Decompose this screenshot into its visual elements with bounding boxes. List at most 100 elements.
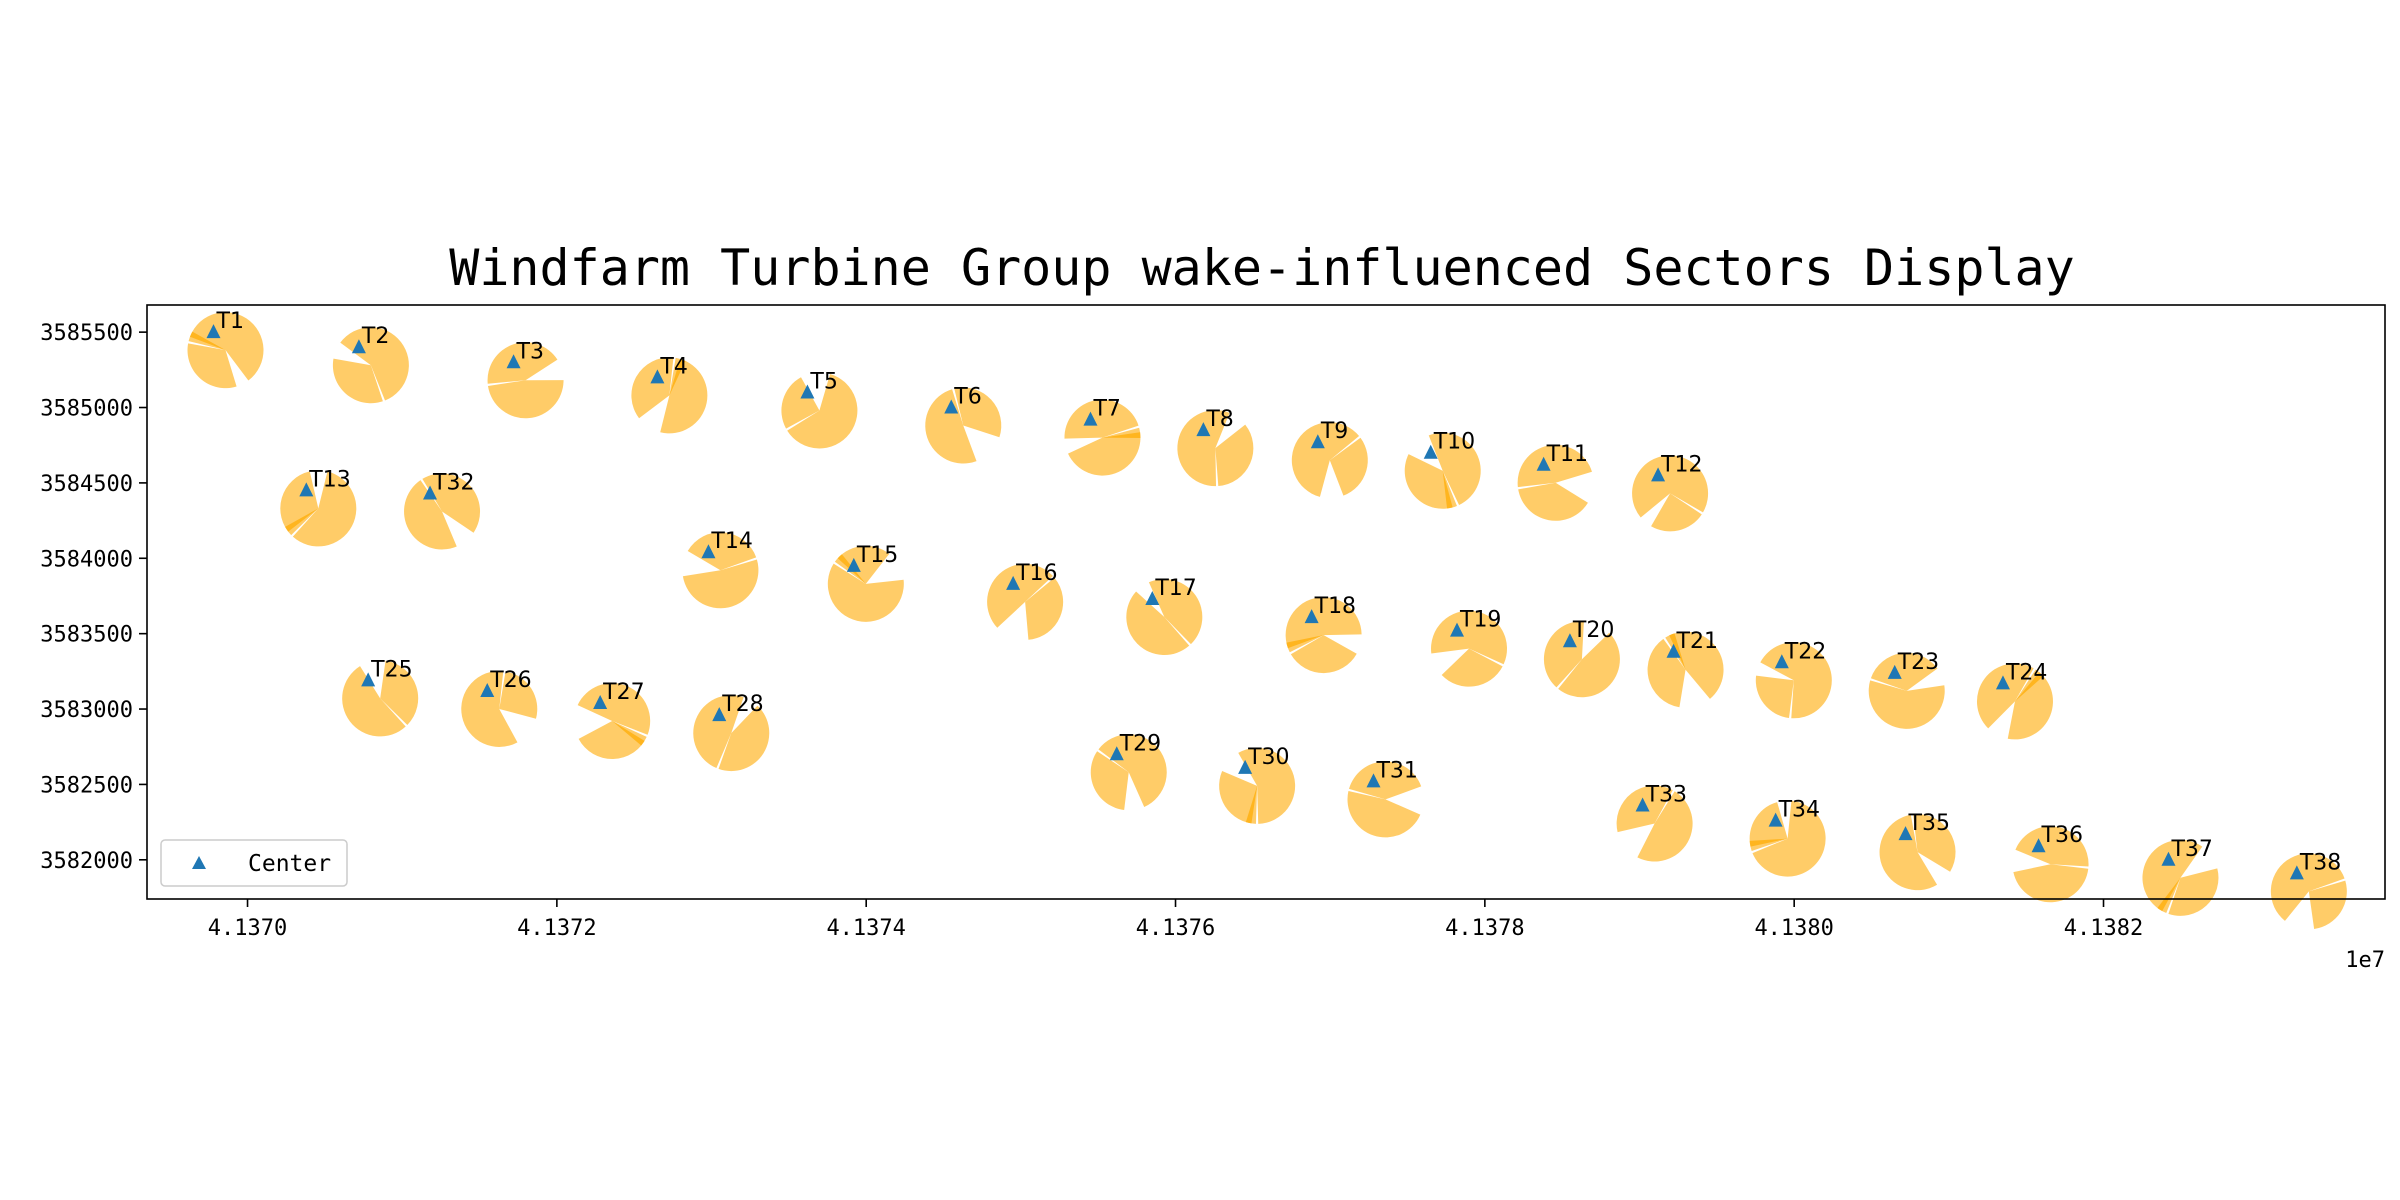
sector-group-t35 bbox=[1879, 814, 1956, 891]
sector-group-t6 bbox=[925, 387, 1002, 464]
wake-sector bbox=[781, 377, 820, 429]
turbine-label-t22: T22 bbox=[1784, 639, 1826, 664]
wake-sector-overlap bbox=[1442, 470, 1453, 509]
center-marker-t9 bbox=[1310, 434, 1325, 449]
turbine-label-t35: T35 bbox=[1908, 811, 1950, 836]
wake-sector-overlap bbox=[189, 331, 226, 351]
wake-sector bbox=[1238, 747, 1296, 824]
sector-group-t4 bbox=[631, 357, 708, 434]
legend-box bbox=[160, 839, 348, 887]
label-layer: T1 T2 T3 T4 T5 T6 T7 T8 T9 T10 T11 T12 T13 T32 T14 T15 T… bbox=[216, 309, 2342, 875]
turbine-label-t2: T2 bbox=[361, 324, 389, 349]
x-tick-label: 4.1380 bbox=[1754, 916, 1833, 941]
center-marker-t1 bbox=[206, 324, 221, 339]
center-marker-t11 bbox=[1536, 456, 1551, 471]
wake-sector bbox=[660, 357, 708, 434]
turbine-label-t15: T15 bbox=[856, 543, 898, 568]
sector-layer bbox=[187, 312, 2347, 930]
turbine-label-t33: T33 bbox=[1645, 783, 1687, 808]
legend-marker-center bbox=[192, 856, 206, 869]
wake-sector bbox=[1064, 399, 1139, 439]
wake-sector bbox=[1215, 424, 1254, 487]
wake-sector bbox=[1755, 675, 1794, 719]
wake-sector bbox=[987, 563, 1053, 628]
x-tick-label: 4.1378 bbox=[1445, 916, 1524, 941]
wake-sector-overlap bbox=[1286, 635, 1324, 649]
sector-group-t26 bbox=[461, 670, 538, 747]
wake-sector bbox=[292, 471, 357, 547]
wake-sector bbox=[342, 666, 406, 737]
turbine-label-t10: T10 bbox=[1433, 430, 1475, 455]
center-marker-t12 bbox=[1651, 467, 1666, 482]
center-marker-t22 bbox=[1774, 654, 1789, 669]
sector-group-t15 bbox=[827, 545, 904, 622]
wake-sector bbox=[1647, 638, 1686, 708]
turbine-label-t26: T26 bbox=[489, 668, 531, 693]
turbine-label-t7: T7 bbox=[1092, 397, 1120, 422]
turbine-label-t3: T3 bbox=[516, 339, 544, 364]
wake-sector bbox=[380, 660, 419, 725]
sector-group-t27 bbox=[577, 683, 651, 760]
center-marker-t30 bbox=[1238, 759, 1253, 774]
sector-group-t8 bbox=[1177, 410, 1254, 487]
wake-sector bbox=[1665, 631, 1724, 699]
turbine-label-t21: T21 bbox=[1676, 629, 1718, 654]
wake-sector bbox=[834, 545, 890, 584]
sector-group-t36 bbox=[2013, 826, 2089, 903]
wake-sector bbox=[2308, 880, 2347, 930]
turbine-label-t17: T17 bbox=[1154, 576, 1196, 601]
turbine-label-t32: T32 bbox=[432, 470, 474, 495]
wake-sector bbox=[422, 473, 481, 533]
wake-sector bbox=[2015, 826, 2089, 867]
wake-sector bbox=[1431, 610, 1508, 665]
turbine-label-t6: T6 bbox=[953, 385, 981, 410]
wake-sector bbox=[631, 357, 674, 419]
center-marker-t35 bbox=[1898, 826, 1913, 841]
center-marker-t38 bbox=[2289, 865, 2304, 880]
wake-sector bbox=[1637, 791, 1693, 862]
turbine-label-t23: T23 bbox=[1897, 650, 1939, 675]
sector-group-t20 bbox=[1543, 621, 1620, 698]
sector-group-t3 bbox=[487, 342, 564, 419]
sector-group-t10 bbox=[1404, 432, 1481, 509]
center-marker-t7 bbox=[1083, 411, 1098, 426]
wake-sector bbox=[1879, 814, 1938, 891]
plot-frame bbox=[146, 304, 2386, 900]
x-tick-label: 4.1376 bbox=[1136, 916, 1215, 941]
center-marker-t37 bbox=[2161, 851, 2176, 866]
wake-sector bbox=[1291, 422, 1360, 497]
y-tick-label: 3585500 bbox=[40, 321, 133, 346]
wake-sector bbox=[487, 380, 564, 419]
wake-sector bbox=[925, 389, 977, 464]
turbine-label-t4: T4 bbox=[659, 354, 687, 379]
wake-sector-overlap bbox=[1749, 838, 1788, 847]
wake-sector-overlap bbox=[1245, 785, 1258, 824]
center-marker-t18 bbox=[1304, 609, 1319, 624]
center-marker-t24 bbox=[1995, 675, 2010, 690]
center-marker-t16 bbox=[1006, 575, 1021, 590]
turbine-label-t20: T20 bbox=[1572, 618, 1614, 643]
sector-group-t38 bbox=[2270, 853, 2347, 930]
sector-group-t34 bbox=[1749, 800, 1826, 877]
x-tick-label: 4.1372 bbox=[517, 916, 596, 941]
center-marker-t32 bbox=[423, 485, 438, 500]
sector-group-t9 bbox=[1291, 422, 1368, 497]
turbine-label-t19: T19 bbox=[1459, 608, 1501, 633]
center-marker-t2 bbox=[351, 339, 366, 354]
x-axis: 4.1370 4.1372 4.1374 4.1376 4.1378 4.1380 4.13… bbox=[208, 899, 2143, 941]
wake-sector bbox=[1148, 578, 1203, 645]
wake-sector bbox=[1068, 427, 1141, 476]
center-marker-t29 bbox=[1109, 746, 1124, 761]
chart-title: Windfarm Turbine Group wake-influenced S… bbox=[449, 239, 2075, 297]
sector-group-t13 bbox=[280, 471, 357, 547]
sector-group-t18 bbox=[1285, 597, 1362, 674]
center-marker-t31 bbox=[1366, 773, 1381, 788]
center-marker-t26 bbox=[480, 682, 495, 697]
wake-sector bbox=[682, 559, 759, 609]
sector-group-t19 bbox=[1431, 610, 1508, 687]
center-marker-t5 bbox=[800, 384, 815, 399]
wake-sector bbox=[1976, 663, 2034, 729]
wake-sector bbox=[188, 312, 264, 381]
turbine-label-t25: T25 bbox=[370, 657, 412, 682]
